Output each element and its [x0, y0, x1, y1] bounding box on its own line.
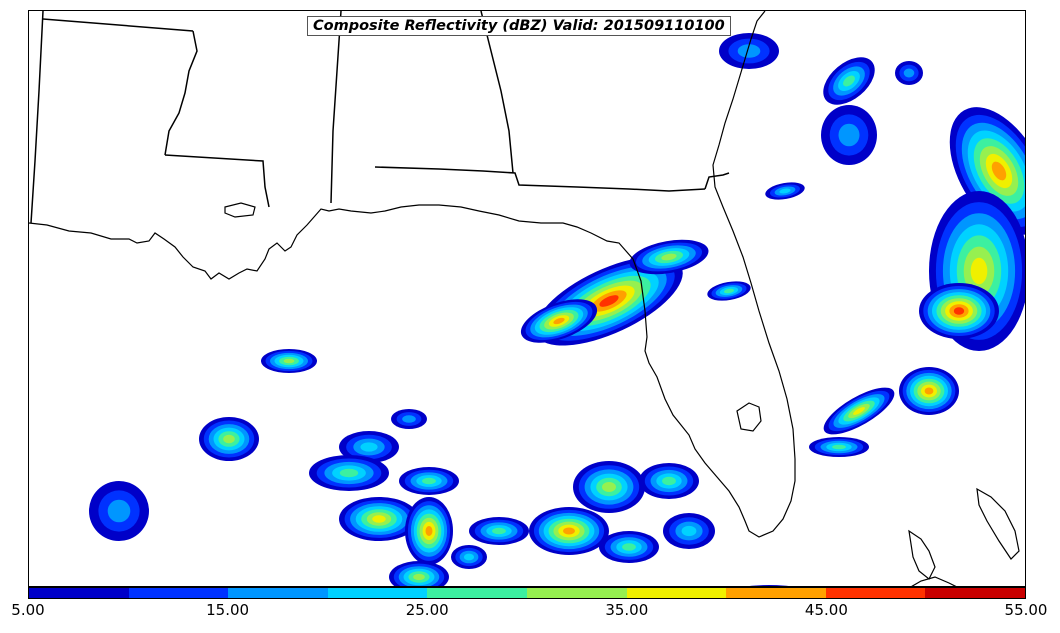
radar-echo [970, 257, 988, 285]
lake-okeechobee [736, 402, 762, 432]
radar-echo [425, 526, 433, 536]
colorbar-tick-label: 15.00 [206, 601, 250, 619]
radar-echo [463, 553, 475, 561]
colorbar-segment [825, 588, 926, 598]
radar-echo [622, 543, 636, 551]
colorbar-tick-label: 55.00 [1004, 601, 1048, 619]
radar-echo [843, 75, 855, 87]
radar-echo [681, 525, 697, 537]
radar-echo [402, 415, 416, 423]
arkansas-louisiana-border [42, 18, 194, 32]
radar-echo [602, 482, 616, 492]
radar-echo [853, 407, 865, 415]
radar-echo [662, 476, 676, 486]
colorbar-segment [327, 588, 428, 598]
radar-echo [991, 161, 1007, 181]
alabama-georgia-border [480, 11, 514, 174]
radar-echo [372, 515, 386, 523]
map-panel[interactable]: Composite Reflectivity (dBZ) Valid: 2015… [28, 10, 1026, 587]
radar-echo [832, 444, 846, 450]
louisiana-mississippi-border [164, 154, 270, 208]
radar-echo [283, 358, 295, 364]
colorbar-segment [626, 588, 727, 598]
colorbar-segment [526, 588, 627, 598]
pontchartrain-lake [224, 202, 256, 218]
mississippi-alabama-border [330, 11, 342, 204]
colorbar-segment [128, 588, 229, 598]
colorbar-segment [925, 588, 1025, 598]
cuba-coast [911, 576, 957, 586]
radar-echo [749, 585, 789, 586]
radar-echo [107, 499, 131, 523]
radar-echo [838, 123, 860, 147]
radar-echo [924, 387, 934, 395]
colorbar-segment [29, 588, 129, 598]
radar-echo [723, 288, 735, 294]
colorbar-tick-label: 45.00 [804, 601, 848, 619]
gulf-coast-line [29, 11, 796, 538]
radar-echo [563, 527, 575, 535]
map-canvas [29, 11, 1025, 586]
state-borders [30, 11, 730, 224]
chart-title: Composite Reflectivity (dBZ) Valid: 2015… [307, 16, 731, 36]
alabama-florida-border [374, 166, 706, 192]
radar-echo [360, 442, 378, 452]
reflectivity-colorbar [28, 587, 1026, 599]
colorbar-tick-label: 5.00 [11, 601, 45, 619]
radar-echo [903, 68, 915, 78]
mississippi-river-border [164, 30, 198, 156]
radar-echo [737, 44, 761, 58]
georgia-florida-border [704, 172, 730, 190]
radar-echo [953, 307, 965, 315]
colorbar-tick-label: 25.00 [405, 601, 449, 619]
texas-louisiana-border [30, 11, 44, 224]
colorbar-segment [427, 588, 527, 598]
colorbar-tick-labels: 5.00 15.00 25.00 35.00 45.00 55.00 [0, 601, 1060, 623]
radar-echo [223, 434, 235, 444]
radar-echo [339, 468, 359, 478]
coastline [29, 11, 1020, 586]
radar-echo [599, 295, 619, 307]
radar-echo [553, 317, 565, 325]
radar-echo [413, 573, 425, 581]
colorbar-segment [228, 588, 328, 598]
radar-echo-layer [89, 33, 1025, 586]
radar-echo [661, 253, 677, 261]
andros-coast [976, 487, 1020, 560]
radar-echo [779, 188, 791, 194]
bahamas-coast [908, 529, 936, 580]
colorbar-tick-label: 35.00 [605, 601, 649, 619]
radar-echo [422, 477, 436, 485]
radar-echo [492, 527, 506, 535]
colorbar-segment [726, 588, 826, 598]
